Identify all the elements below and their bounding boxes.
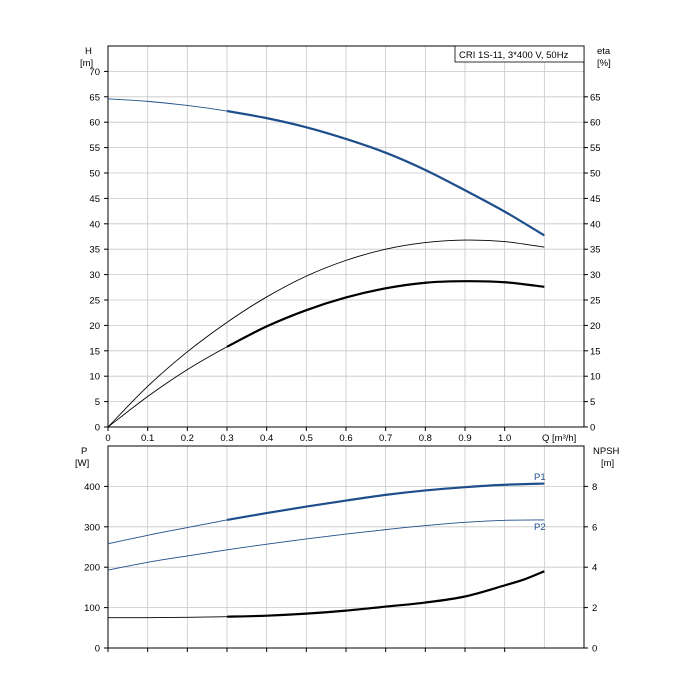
power-axis-ticks: 0 100 200 300 400 0 2 4 6 8 [84, 482, 597, 655]
head-tick-label: 15 [89, 346, 100, 357]
flow-tick-label: 0.6 [339, 433, 352, 444]
npsh-tick-label: 0 [592, 644, 597, 655]
head-axis-ticks: 0 5 10 15 20 25 30 35 40 45 50 55 60 65 70 0 5 10 15 20 25 30… [89, 67, 600, 444]
efficiency-tick-label: 65 [590, 92, 601, 103]
chart-title-box [454, 45, 585, 63]
chart-title: CRI 1S-11, 3*400 V, 50Hz [459, 50, 569, 61]
npsh-tick-label: 4 [592, 563, 597, 574]
head-tick-label: 70 [89, 67, 100, 78]
npsh-tick-label: 6 [592, 522, 597, 533]
power-axis-unit: [W] [75, 458, 89, 469]
flow-tick-label: 0.2 [181, 433, 194, 444]
efficiency-tick-label: 20 [590, 321, 601, 332]
npsh-axis-unit: [m] [601, 458, 614, 469]
npsh-curve-line [107, 570, 545, 619]
head-tick-label: 50 [89, 169, 100, 180]
head-tick-label: 45 [89, 194, 100, 205]
efficiency-curve-b-bold-line [226, 280, 545, 348]
head-tick-label: 55 [89, 143, 100, 154]
efficiency-tick-label: 60 [590, 118, 601, 129]
head-series-group [107, 98, 545, 428]
head-tick-label: 60 [89, 118, 100, 129]
flow-tick-label: 1.0 [498, 433, 511, 444]
npsh-tick-label: 2 [592, 603, 597, 614]
efficiency-tick-label: 55 [590, 143, 601, 154]
head-tick-label: 25 [89, 296, 100, 307]
flow-tick-label: 0.3 [220, 433, 233, 444]
power-npsh-panel: 0 100 200 300 400 0 2 4 6 8 P [W] NPSH [m] P1 P2 [75, 445, 620, 655]
power-tick-label: 200 [84, 563, 100, 574]
head-curve-line [107, 98, 545, 236]
head-tick-label: 65 [89, 92, 100, 103]
power-axis-label: P [81, 446, 87, 457]
flow-tick-label: 0 [105, 433, 110, 444]
efficiency-tick-label: 10 [590, 372, 601, 383]
power-tick-label: 0 [95, 644, 100, 655]
power-tick-label: 400 [84, 482, 100, 493]
head-tick-label: 30 [89, 270, 100, 281]
head-tick-label: 5 [95, 397, 100, 408]
series-label-p2: P2 [534, 522, 546, 533]
p1-power-curve-line [107, 483, 545, 545]
power-tick-label: 100 [84, 603, 100, 614]
flow-tick-label: 0.8 [419, 433, 432, 444]
efficiency-tick-label: 15 [590, 346, 601, 357]
head-tick-label: 20 [89, 321, 100, 332]
p2-power-curve-line [107, 519, 545, 571]
head-grid [108, 45, 584, 427]
head-tick-label: 35 [89, 245, 100, 256]
efficiency-tick-label: 35 [590, 245, 601, 256]
npsh-axis-label: NPSH [593, 446, 620, 457]
head-tick-label: 10 [89, 372, 100, 383]
flow-tick-label: 0.9 [458, 433, 471, 444]
head-efficiency-panel: 0 5 10 15 20 25 30 35 40 45 50 55 60 65 70 0 5 10 15 20 25 30… [80, 45, 611, 444]
efficiency-tick-label: 0 [590, 423, 595, 434]
head-axis-label: H [85, 46, 92, 57]
power-grid [108, 446, 584, 648]
efficiency-tick-label: 40 [590, 219, 601, 230]
npsh-curve-bold-line [226, 570, 545, 618]
power-series-group [107, 482, 545, 619]
npsh-tick-label: 8 [592, 482, 597, 493]
efficiency-tick-label: 25 [590, 296, 601, 307]
head-tick-label: 40 [89, 219, 100, 230]
head-axis-unit: [m] [80, 58, 93, 69]
p1-power-curve-bold-line [226, 482, 545, 522]
efficiency-tick-label: 30 [590, 270, 601, 281]
flow-tick-label: 0.1 [141, 433, 154, 444]
efficiency-tick-label: 45 [590, 194, 601, 205]
flow-tick-label: 0.7 [379, 433, 392, 444]
flow-axis-label: Q [m³/h] [542, 433, 576, 444]
head-curve-bold-line [226, 109, 545, 237]
efficiency-tick-label: 5 [590, 397, 595, 408]
efficiency-curve-a-line [107, 239, 545, 428]
efficiency-axis-unit: [%] [597, 58, 611, 69]
flow-tick-label: 0.4 [260, 433, 273, 444]
flow-tick-label: 0.5 [300, 433, 313, 444]
series-label-p1: P1 [534, 472, 546, 483]
head-tick-label: 0 [95, 423, 100, 434]
efficiency-tick-label: 50 [590, 169, 601, 180]
efficiency-axis-label: eta [597, 46, 611, 57]
power-tick-label: 300 [84, 522, 100, 533]
